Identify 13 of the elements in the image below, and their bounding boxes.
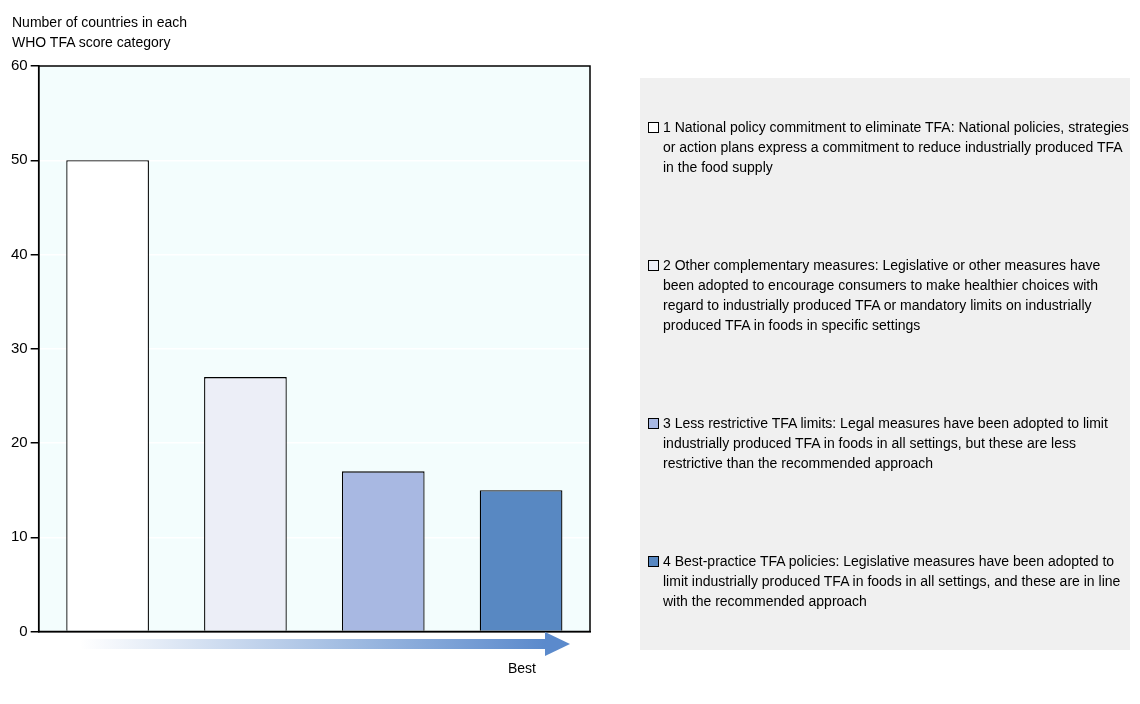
text: 1 National policy commitment to eliminate TFA: National policies, strategies or action plans express a commitment to reduce industrially produced TFA in the food supply (663, 118, 1130, 177)
text: 2 Other complementary measures: Legislative or other measures have been adopted to encourage consumers to make healthier choices with regard to industrially produced TFA or mandatory limits on industrially produced TFA in foods in specific settings (663, 256, 1102, 335)
y-tick-label: 40 (11, 244, 28, 262)
y-tick-label: 10 (11, 527, 28, 545)
y-tick-label: 60 (11, 56, 28, 74)
y-tick-label: 50 (11, 150, 28, 168)
legend-label: 4 Best-practice TFA policies: Legislative measures have been adopted to limit industrially produced TFA in foods in all settings, and these are in line with the recommended approach (663, 552, 1122, 611)
legend-label: 3 Less restrictive TFA limits: Legal measures have been adopted to limit industrially produced TFA in foods in all settings, but these are less restrictive than the recommended approach (663, 414, 1109, 473)
y-tick-label: 20 (11, 433, 28, 451)
y-axis-title: Number of countries in each WHO TFA score category (12, 13, 188, 52)
text: Best (508, 660, 537, 676)
y-tick-label: 0 (19, 621, 28, 639)
y-tick-label: 30 (11, 338, 28, 356)
